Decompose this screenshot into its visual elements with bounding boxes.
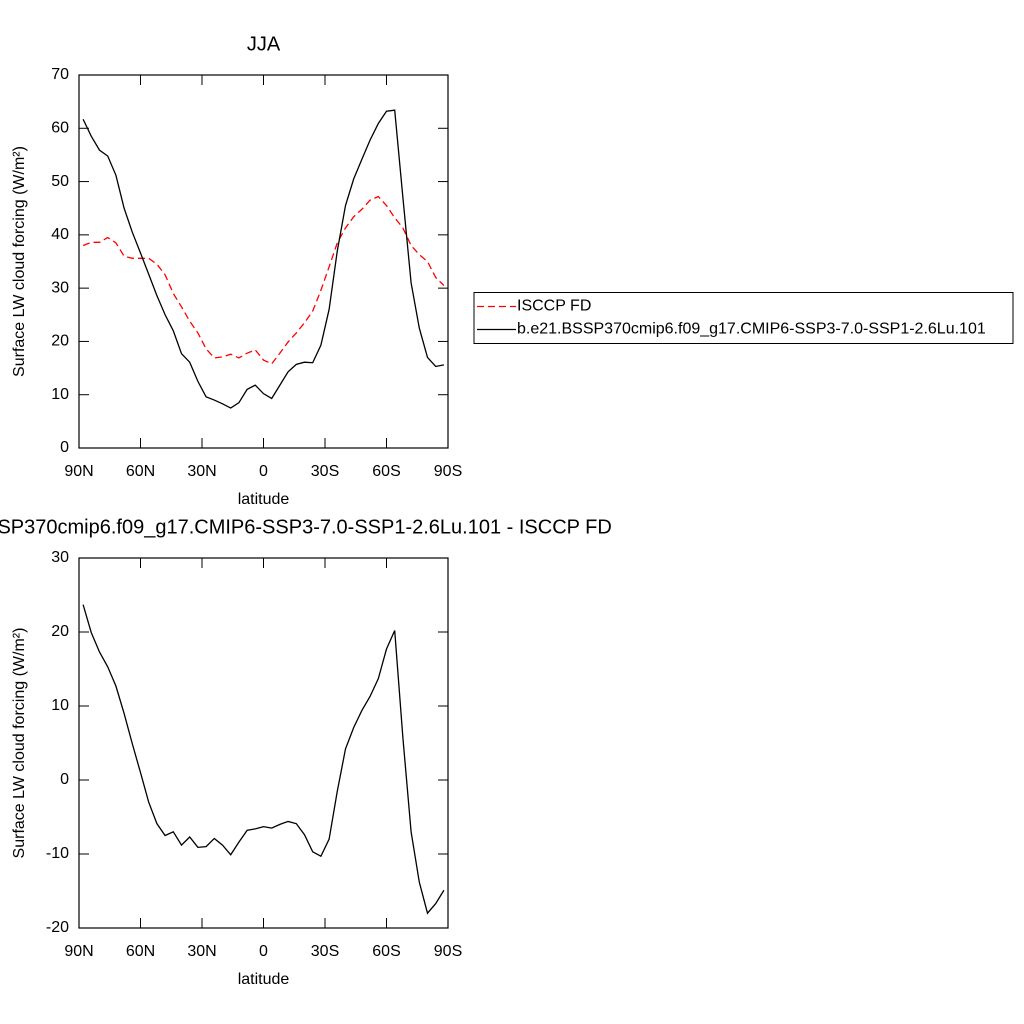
- x-tick-label: 0: [259, 943, 268, 960]
- x-tick-label: 60S: [372, 943, 400, 960]
- chart-title: b.e21.BSSP370cmip6.f09_g17.CMIP6-SSP3-7.…: [0, 516, 612, 538]
- y-tick-label: 30: [51, 549, 69, 566]
- y-tick-label: 60: [51, 120, 69, 137]
- y-tick-label: 10: [51, 697, 69, 714]
- legend-box: [473, 292, 1014, 344]
- legend-label: ISCCP FD: [517, 298, 591, 315]
- x-axis-label: latitude: [238, 491, 290, 508]
- y-tick-label: 30: [51, 279, 69, 296]
- legend: ISCCP FD b.e21.BSSP370cmip6.f09_g17.CMIP6…: [473, 292, 1014, 344]
- plot-frame: [78, 557, 449, 929]
- data-line: [82, 109, 445, 409]
- x-tick-label: 90N: [64, 943, 93, 960]
- data-line: [82, 195, 445, 365]
- y-axis-label: Surface LW cloud forcing (W/m²): [11, 146, 28, 377]
- x-tick-label: 60N: [126, 943, 155, 960]
- x-tick-label: 60S: [372, 463, 400, 480]
- y-tick-label: 20: [51, 333, 69, 350]
- x-tick-label: 30N: [187, 943, 216, 960]
- x-tick-label: 90S: [434, 943, 462, 960]
- x-tick-label: 90N: [64, 463, 93, 480]
- legend-label: b.e21.BSSP370cmip6.f09_g17.CMIP6-SSP3-7.…: [517, 321, 986, 338]
- y-tick-label: 70: [51, 66, 69, 83]
- x-tick-label: 30S: [311, 943, 339, 960]
- x-tick-label: 0: [259, 463, 268, 480]
- x-tick-label: 30S: [311, 463, 339, 480]
- y-tick-label: 50: [51, 173, 69, 190]
- x-tick-label: 90S: [434, 463, 462, 480]
- y-tick-label: 0: [60, 439, 69, 456]
- y-tick-label: -20: [46, 919, 69, 936]
- chart-title: JJA: [247, 33, 281, 55]
- x-tick-label: 30N: [187, 463, 216, 480]
- y-axis-label: Surface LW cloud forcing (W/m²): [11, 628, 28, 859]
- x-axis-label: latitude: [238, 971, 290, 988]
- y-tick-label: -10: [46, 845, 69, 862]
- y-tick-label: 20: [51, 623, 69, 640]
- y-tick-label: 0: [60, 771, 69, 788]
- plot-frame: [78, 74, 449, 449]
- data-line: [82, 604, 445, 915]
- y-tick-label: 10: [51, 386, 69, 403]
- y-tick-label: 40: [51, 226, 69, 243]
- x-tick-label: 60N: [126, 463, 155, 480]
